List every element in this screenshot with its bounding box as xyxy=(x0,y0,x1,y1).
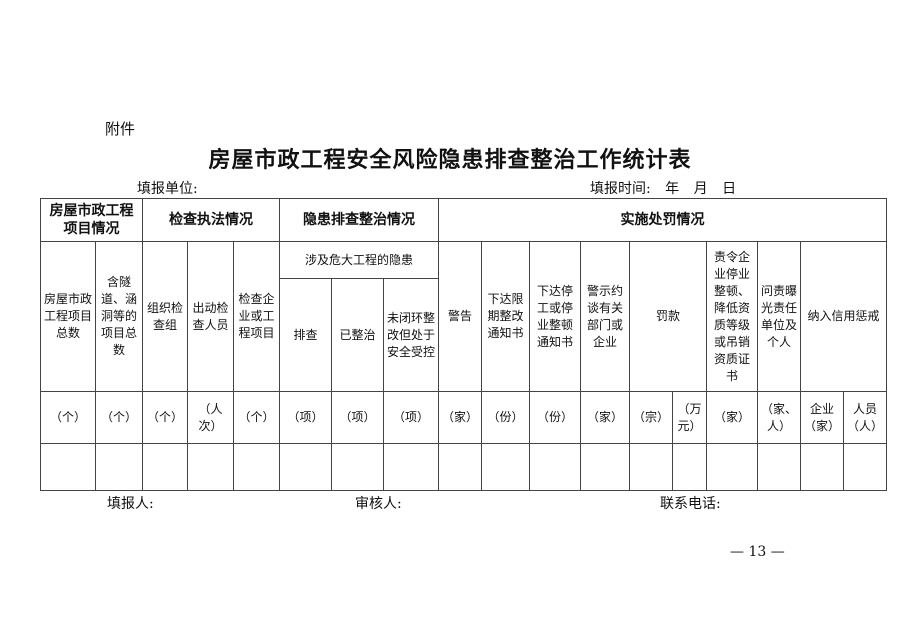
unit-cell: （个） xyxy=(95,391,143,444)
col-header: 已整治 xyxy=(331,278,384,392)
entry-cell[interactable] xyxy=(706,443,759,491)
col-header: 纳入信用惩戒 xyxy=(800,241,888,392)
unit-cell: （项） xyxy=(279,391,332,444)
fill-time-label: 填报时间: 年 月 日 xyxy=(590,181,737,197)
group-header-row: 房屋市政工程项目情况 检查执法情况 隐患排查整治情况 实施处罚情况 xyxy=(40,198,888,242)
group-penalty: 实施处罚情况 xyxy=(437,198,888,242)
hazard-subheader: 涉及危大工程的隐患 xyxy=(279,241,439,279)
unit-cell: 企业（家） xyxy=(800,391,845,444)
filler-label: 填报人: xyxy=(107,496,154,512)
unit-cell: （家） xyxy=(580,391,631,444)
unit-cell: （份） xyxy=(529,391,582,444)
col-header: 下达停工或停业整顿通知书 xyxy=(529,241,582,392)
col-header: 未闭环整改但处于安全受控 xyxy=(383,278,439,392)
col-header: 排查 xyxy=(279,278,332,392)
page-number: — 13 — xyxy=(730,544,785,560)
col-header: 问责曝光责任单位及个人 xyxy=(757,241,802,392)
group-hazard: 隐患排查整治情况 xyxy=(279,198,439,242)
col-header: 含隧道、涵洞等的项目总数 xyxy=(95,241,143,392)
col-header: 责令企业停业整顿、降低资质等级或吊销资质证书 xyxy=(706,241,759,392)
unit-row: （个） （个） （个） （人次） （个） （项） （项） （项） （家） （份）… xyxy=(40,391,888,444)
group-project: 房屋市政工程项目情况 xyxy=(40,198,143,242)
col-header: 罚款 xyxy=(629,241,708,392)
entry-cell[interactable] xyxy=(95,443,143,491)
unit-cell: （家） xyxy=(706,391,759,444)
unit-cell: （家、人） xyxy=(757,391,802,444)
statistics-table: 房屋市政工程项目情况 检查执法情况 隐患排查整治情况 实施处罚情况 房屋市政工程… xyxy=(40,198,888,491)
entry-cell[interactable] xyxy=(383,443,439,491)
fill-unit-label: 填报单位: xyxy=(137,181,198,197)
unit-cell: （家） xyxy=(437,391,483,444)
entry-cell[interactable] xyxy=(40,443,96,491)
col-header: 检查企业或工程项目 xyxy=(233,241,280,392)
entry-cell[interactable] xyxy=(279,443,332,491)
col-header: 房屋市政工程项目总数 xyxy=(40,241,96,392)
col-header: 警告 xyxy=(437,241,483,392)
col-header: 警示约谈有关部门或企业 xyxy=(580,241,631,392)
unit-cell: （宗） xyxy=(629,391,674,444)
entry-cell[interactable] xyxy=(481,443,531,491)
entry-cell[interactable] xyxy=(437,443,483,491)
unit-cell: （项） xyxy=(383,391,439,444)
entry-cell[interactable] xyxy=(672,443,708,491)
unit-cell: （个） xyxy=(142,391,188,444)
column-header-row: 房屋市政工程项目总数 含隧道、涵洞等的项目总数 组织检查组 出动检查人员 检查企… xyxy=(40,241,888,392)
col-header: 下达限期整改通知书 xyxy=(481,241,531,392)
group-inspection: 检查执法情况 xyxy=(142,198,280,242)
entry-cell[interactable] xyxy=(800,443,845,491)
entry-cell[interactable] xyxy=(629,443,674,491)
entry-cell[interactable] xyxy=(187,443,234,491)
unit-cell: （人次） xyxy=(187,391,234,444)
entry-cell[interactable] xyxy=(843,443,888,491)
unit-cell: （个） xyxy=(40,391,96,444)
unit-cell: （万元） xyxy=(672,391,708,444)
entry-cell[interactable] xyxy=(233,443,280,491)
data-entry-row xyxy=(40,443,888,491)
unit-cell: （份） xyxy=(481,391,531,444)
unit-cell: （个） xyxy=(233,391,280,444)
entry-cell[interactable] xyxy=(757,443,802,491)
unit-cell: 人员（人） xyxy=(843,391,888,444)
entry-cell[interactable] xyxy=(142,443,188,491)
col-header: 出动检查人员 xyxy=(187,241,234,392)
column-header-row-2: 排查 已整治 未闭环整改但处于安全受控 xyxy=(41,278,887,392)
entry-cell[interactable] xyxy=(529,443,582,491)
entry-cell[interactable] xyxy=(580,443,631,491)
page-title: 房屋市政工程安全风险隐患排查整治工作统计表 xyxy=(208,147,692,173)
attachment-label: 附件 xyxy=(105,120,136,138)
col-header: 组织检查组 xyxy=(142,241,188,392)
entry-cell[interactable] xyxy=(331,443,384,491)
unit-cell: （项） xyxy=(331,391,384,444)
reviewer-label: 审核人: xyxy=(355,496,402,512)
phone-label: 联系电话: xyxy=(660,496,721,512)
